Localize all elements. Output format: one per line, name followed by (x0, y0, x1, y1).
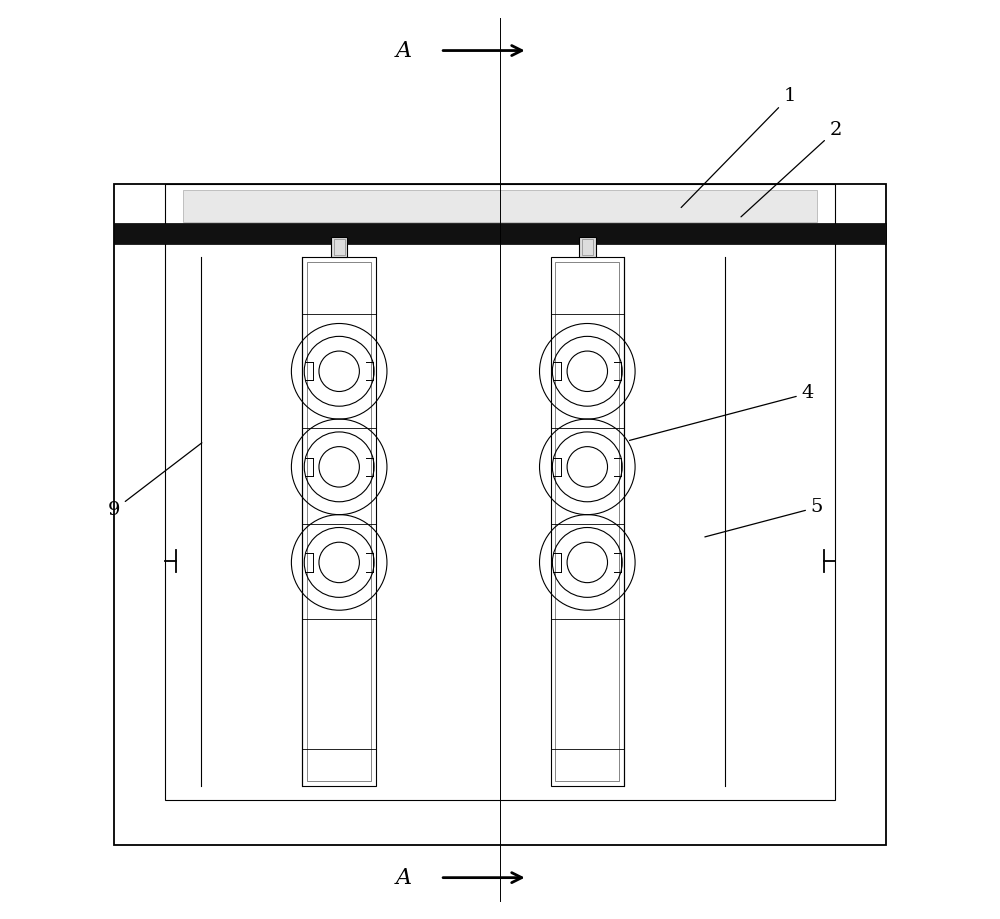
Text: A: A (395, 867, 412, 889)
Text: 9: 9 (108, 443, 202, 519)
Bar (183, 190, 817, 222)
Bar (165, 230, 835, 800)
Bar (302, 257, 376, 786)
Text: 5: 5 (705, 498, 823, 537)
Bar (579, 237, 596, 257)
Text: 4: 4 (630, 384, 814, 440)
Bar (114, 223, 886, 244)
Text: 2: 2 (741, 121, 842, 217)
Text: A: A (395, 40, 412, 62)
Bar (555, 262, 619, 781)
Bar (582, 239, 593, 255)
Bar (165, 184, 835, 225)
Text: 1: 1 (681, 87, 796, 208)
Bar (551, 257, 624, 786)
Bar (334, 239, 345, 255)
Bar (307, 262, 371, 781)
Bar (114, 184, 886, 845)
Bar (331, 237, 347, 257)
